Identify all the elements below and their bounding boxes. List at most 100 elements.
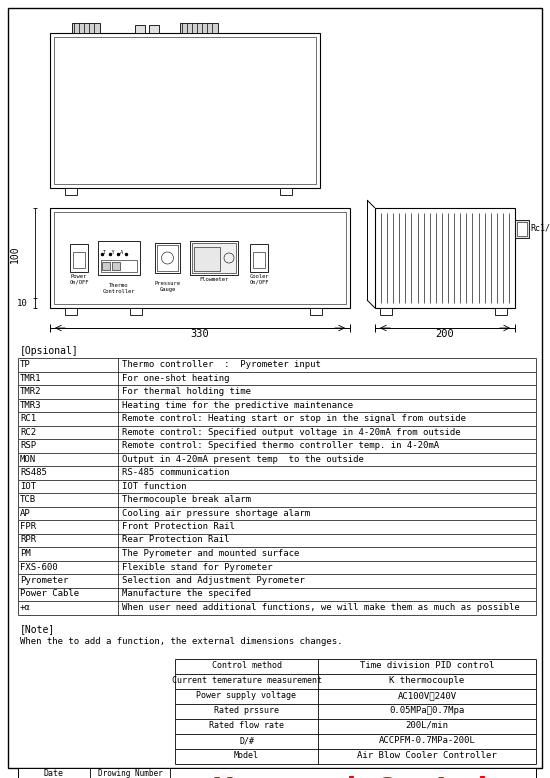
Text: Time division PID control: Time division PID control — [360, 661, 494, 670]
Text: RS485: RS485 — [20, 468, 47, 477]
Bar — [190, 241, 238, 275]
Bar — [50, 208, 350, 308]
Bar — [515, 220, 529, 238]
Text: When the to add a function, the external dimensions changes.: When the to add a function, the external… — [20, 637, 343, 647]
Text: RC2: RC2 — [20, 427, 36, 436]
Text: Air Blow Cooler Controller: Air Blow Cooler Controller — [357, 751, 497, 760]
Bar — [380, 308, 392, 315]
Text: RSP: RSP — [20, 441, 36, 450]
Text: Control method: Control method — [212, 661, 282, 670]
Bar — [70, 244, 88, 272]
Bar — [72, 23, 100, 33]
Text: Power
On/OFF: Power On/OFF — [69, 274, 89, 285]
Text: 10: 10 — [16, 299, 28, 307]
Text: +α: +α — [20, 603, 31, 612]
Text: D/#: D/# — [239, 736, 254, 745]
Text: IOT function: IOT function — [122, 482, 186, 490]
Bar — [101, 260, 137, 272]
Text: 0.05MPa～0.7Mpa: 0.05MPa～0.7Mpa — [389, 706, 465, 715]
Text: Front Protection Rail: Front Protection Rail — [122, 522, 235, 531]
Text: FXS-600: FXS-600 — [20, 562, 58, 572]
Bar — [250, 244, 268, 272]
Text: Cooling air pressure shortage alarm: Cooling air pressure shortage alarm — [122, 509, 310, 517]
Bar — [280, 188, 292, 195]
Text: TP: TP — [20, 360, 31, 369]
Text: Heating time for the predictive maintenance: Heating time for the predictive maintena… — [122, 401, 353, 409]
Text: For one-shot heating: For one-shot heating — [122, 373, 229, 383]
Text: T  Y  A: T Y A — [103, 250, 123, 255]
Text: Remote control: Specified output voltage in 4-20mA from outside: Remote control: Specified output voltage… — [122, 427, 461, 436]
Text: [Note]: [Note] — [20, 625, 55, 635]
Text: Remote control: Specified thermo controller temp. in 4-20mA: Remote control: Specified thermo control… — [122, 441, 439, 450]
Text: IOT: IOT — [20, 482, 36, 490]
Text: Flexible stand for Pyrometer: Flexible stand for Pyrometer — [122, 562, 272, 572]
Text: FPR: FPR — [20, 522, 36, 531]
Bar — [180, 23, 218, 33]
Text: Heat-tech Co.,Ltd.: Heat-tech Co.,Ltd. — [210, 776, 496, 778]
Bar — [155, 243, 180, 273]
Bar — [310, 308, 322, 315]
Bar — [102, 262, 110, 270]
Text: Rc1/4: Rc1/4 — [530, 223, 550, 233]
Text: RC1: RC1 — [20, 414, 36, 423]
Text: TCB: TCB — [20, 495, 36, 504]
Bar — [375, 208, 515, 308]
Text: PM: PM — [20, 549, 31, 558]
Text: Rear Protection Rail: Rear Protection Rail — [122, 535, 229, 545]
Text: Power supply voltage: Power supply voltage — [196, 691, 296, 700]
Bar — [50, 33, 320, 188]
Text: TMR2: TMR2 — [20, 387, 41, 396]
Bar — [253, 252, 265, 268]
Bar — [517, 222, 527, 236]
Bar — [54, 37, 316, 184]
Text: Rated prssure: Rated prssure — [214, 706, 279, 715]
Text: TMR3: TMR3 — [20, 401, 41, 409]
Text: [Opsional]: [Opsional] — [20, 346, 79, 356]
Text: Remote control: Heating start or stop in the signal from outside: Remote control: Heating start or stop in… — [122, 414, 466, 423]
Text: AP: AP — [20, 509, 31, 517]
Text: The Pyrometer and mounted surface: The Pyrometer and mounted surface — [122, 549, 299, 558]
Bar — [112, 262, 120, 270]
Text: Thermocouple break alarm: Thermocouple break alarm — [122, 495, 251, 504]
Text: Date: Date — [44, 769, 64, 778]
Text: Thermo
Controller: Thermo Controller — [103, 283, 135, 294]
Text: Cooler
On/OFF: Cooler On/OFF — [249, 274, 269, 285]
Text: Rated flow rate: Rated flow rate — [209, 721, 284, 730]
Bar — [130, 308, 142, 315]
Text: RS-485 communication: RS-485 communication — [122, 468, 229, 477]
Text: Drowing Number: Drowing Number — [98, 769, 162, 778]
Text: When user need additional functions, we will make them as much as possible: When user need additional functions, we … — [122, 603, 520, 612]
Text: AC100V～240V: AC100V～240V — [398, 691, 456, 700]
Text: For thermal holding time: For thermal holding time — [122, 387, 251, 396]
Text: Flowmeter: Flowmeter — [199, 277, 229, 282]
Text: 200L/min: 200L/min — [405, 721, 448, 730]
Bar — [192, 243, 236, 273]
Text: Power Cable: Power Cable — [20, 590, 79, 598]
Text: Model: Model — [234, 751, 259, 760]
Text: Manufacture the specifed: Manufacture the specifed — [122, 590, 251, 598]
Bar — [18, 768, 536, 778]
Bar — [194, 247, 220, 271]
Bar — [65, 308, 77, 315]
Text: TMR1: TMR1 — [20, 373, 41, 383]
Text: 330: 330 — [191, 329, 210, 339]
Bar — [495, 308, 507, 315]
Text: ACCPFM-0.7MPa-200L: ACCPFM-0.7MPa-200L — [378, 736, 475, 745]
Bar — [149, 25, 159, 33]
Bar — [65, 188, 77, 195]
Bar — [73, 252, 85, 268]
Text: RPR: RPR — [20, 535, 36, 545]
Text: 200: 200 — [436, 329, 454, 339]
Text: Current temerature measurement: Current temerature measurement — [172, 676, 322, 685]
Text: Thermo controller  :  Pyrometer input: Thermo controller : Pyrometer input — [122, 360, 321, 369]
Text: 100: 100 — [10, 245, 20, 263]
Bar — [157, 245, 178, 271]
Text: Selection and Adjustment Pyrometer: Selection and Adjustment Pyrometer — [122, 576, 305, 585]
Text: K thermocouple: K thermocouple — [389, 676, 465, 685]
Text: Output in 4-20mA present temp  to the outside: Output in 4-20mA present temp to the out… — [122, 454, 364, 464]
Text: MON: MON — [20, 454, 36, 464]
Bar — [135, 25, 145, 33]
Bar — [54, 212, 346, 304]
Bar — [98, 241, 140, 275]
Text: Pyrometer: Pyrometer — [20, 576, 68, 585]
